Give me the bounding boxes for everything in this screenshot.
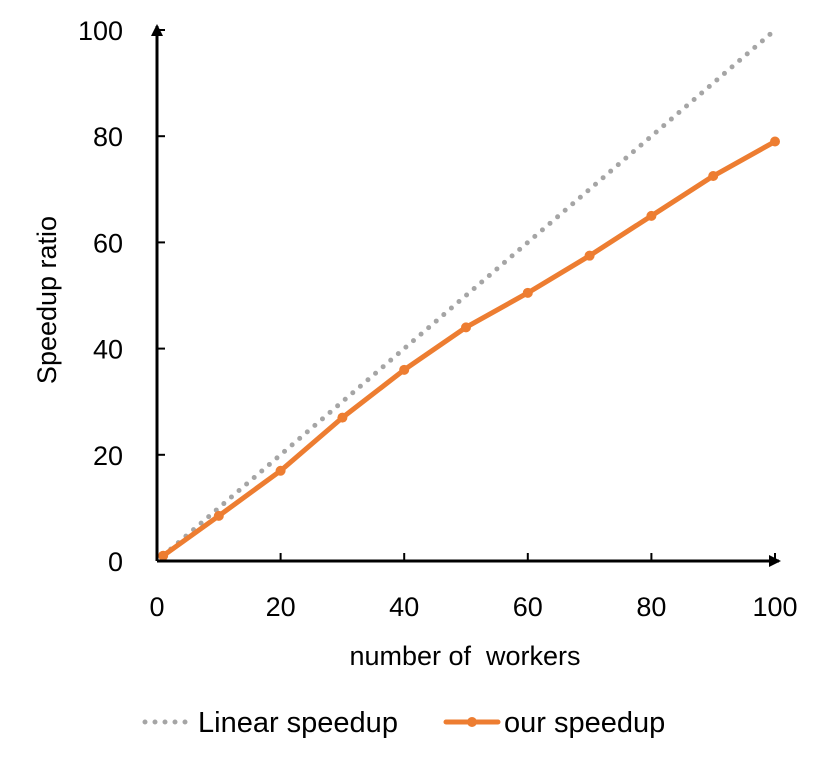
y-tick-label: 80: [93, 122, 123, 152]
data-point: [158, 550, 169, 561]
data-point: [275, 465, 286, 476]
y-tick-label: 40: [93, 335, 123, 365]
data-point: [213, 510, 224, 521]
data-point: [646, 210, 657, 221]
x-tick-label: 80: [636, 592, 666, 622]
plot-area: [158, 27, 780, 561]
y-tick-label: 60: [93, 228, 123, 258]
x-axis: 0 20 40 60 80 100: [149, 553, 798, 622]
x-tick-label: 60: [513, 592, 543, 622]
data-point: [584, 250, 595, 261]
y-axis: 0 20 40 60 80 100: [78, 16, 165, 577]
x-tick-label: 100: [752, 592, 797, 622]
data-point: [399, 364, 410, 375]
y-tick-label: 20: [93, 441, 123, 471]
series-line-our-speedup: [160, 139, 778, 559]
x-tick-label: 20: [266, 592, 296, 622]
y-tick-label: 100: [78, 16, 123, 46]
x-tick-label: 0: [149, 592, 164, 622]
x-axis-title: number of workers: [349, 641, 580, 671]
data-point: [461, 322, 471, 333]
data-point: [770, 136, 780, 147]
legend: Linear speedup our speedup: [142, 707, 665, 739]
series-line-linear-speedup: [160, 27, 778, 559]
x-tick-label: 40: [389, 592, 419, 622]
legend-label-linear-speedup: Linear speedup: [198, 707, 398, 739]
data-point: [522, 287, 533, 298]
y-tick-label: 0: [108, 547, 123, 577]
legend-label-our-speedup: our speedup: [504, 707, 665, 739]
data-point: [337, 412, 348, 423]
data-point: [708, 171, 719, 182]
legend-marker-our-speedup: [467, 717, 477, 727]
y-axis-title: Speedup ratio: [32, 216, 62, 384]
